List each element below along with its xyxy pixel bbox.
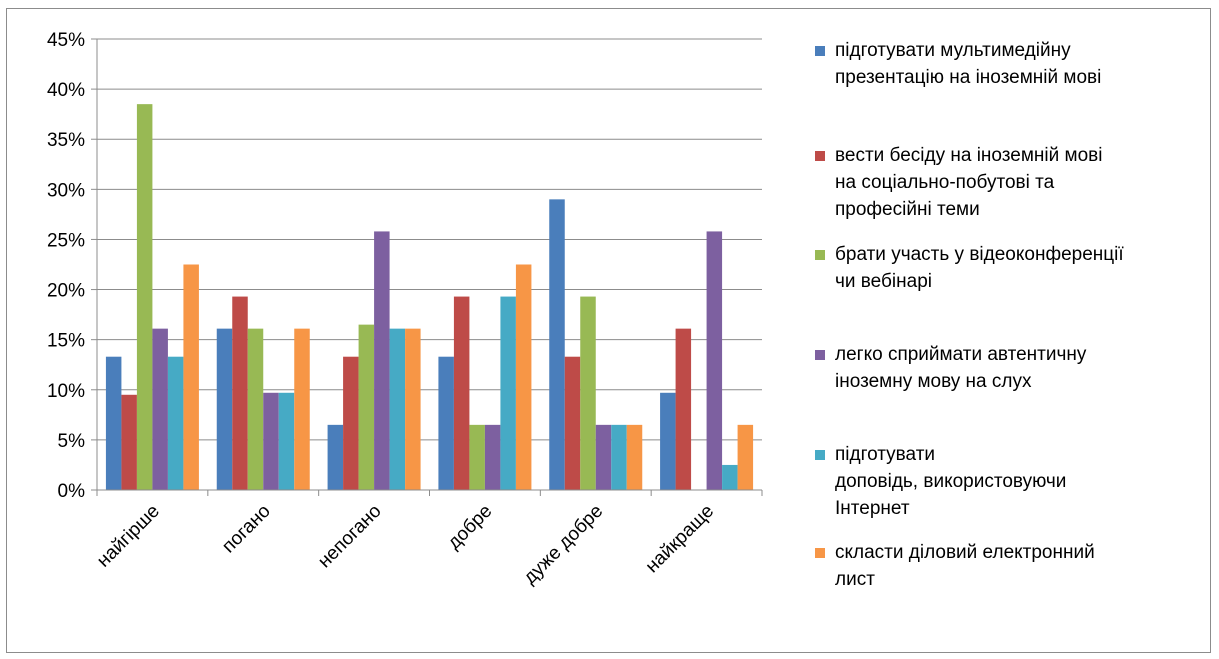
bar [469, 424, 485, 490]
y-tick-label: 40% [47, 80, 85, 101]
bar [216, 328, 233, 490]
bar [660, 392, 676, 490]
bar [438, 356, 454, 490]
bar [626, 424, 643, 490]
y-tick-label: 10% [47, 381, 85, 402]
bar [136, 104, 153, 491]
bar [327, 424, 344, 490]
bar [263, 392, 279, 490]
category-label: найкраще [642, 501, 718, 577]
bar [247, 328, 264, 490]
bar [737, 424, 754, 490]
category-label: добре [444, 501, 497, 554]
category-label: непогано [314, 501, 385, 572]
y-tick-label: 0% [58, 481, 86, 502]
y-tick-label: 45% [47, 30, 85, 51]
chart-plot: 0% 5% 10% 15% 20% 25% 30% 35% 40% 45% найгірше пога… [47, 30, 763, 589]
chart-frame: 0% 5% 10% 15% 20% 25% 30% 35% 40% 45% найгірше пога… [6, 8, 1211, 653]
category-label: дуже добре [520, 501, 608, 589]
legend-label: підготувати доповідь, використовуючи Інт… [835, 444, 1067, 519]
legend-label: брати участь у відеоконференції чи вебін… [835, 244, 1124, 292]
bar [453, 296, 470, 490]
bar [706, 231, 723, 490]
bar [580, 296, 596, 490]
category-label: найгірше [93, 501, 164, 572]
bar [278, 392, 295, 490]
bar [294, 328, 310, 490]
legend-swatch [815, 548, 825, 558]
bar [405, 328, 421, 490]
y-tick-label: 20% [47, 281, 85, 302]
legend-swatch [815, 151, 825, 161]
bar [232, 296, 248, 490]
bar [515, 264, 532, 490]
bar [722, 464, 738, 490]
legend-label: вести бесіду на іноземній мові на соціал… [835, 145, 1103, 220]
bar [343, 356, 359, 490]
y-tick-label: 15% [47, 331, 85, 352]
y-tick-label: 35% [47, 130, 85, 151]
bar [105, 356, 122, 490]
y-tick-label: 30% [47, 180, 85, 201]
legend-swatch [815, 46, 825, 56]
legend-swatch [815, 350, 825, 360]
bar [484, 424, 501, 490]
bar [500, 296, 516, 490]
bar [389, 328, 406, 490]
bar [167, 356, 184, 490]
legend-swatch [815, 450, 825, 460]
bar [549, 199, 565, 490]
bar [374, 231, 390, 490]
y-tick-label: 25% [47, 230, 85, 251]
bar [152, 328, 168, 490]
legend-swatch [815, 250, 825, 260]
bar [183, 264, 199, 490]
bar [121, 394, 137, 490]
bar [611, 424, 627, 490]
legend-label: легко сприймати автентичну іноземну мову… [835, 344, 1087, 392]
category-label: погано [218, 501, 275, 558]
legend-label: підготувати мультимедійну презентацію на… [835, 40, 1102, 88]
bar [358, 324, 375, 490]
bar [595, 424, 612, 490]
legend-label: скласти діловий електронний лист [835, 542, 1095, 590]
bar [675, 328, 692, 490]
bar [564, 356, 581, 490]
y-tick-label: 5% [58, 431, 86, 452]
